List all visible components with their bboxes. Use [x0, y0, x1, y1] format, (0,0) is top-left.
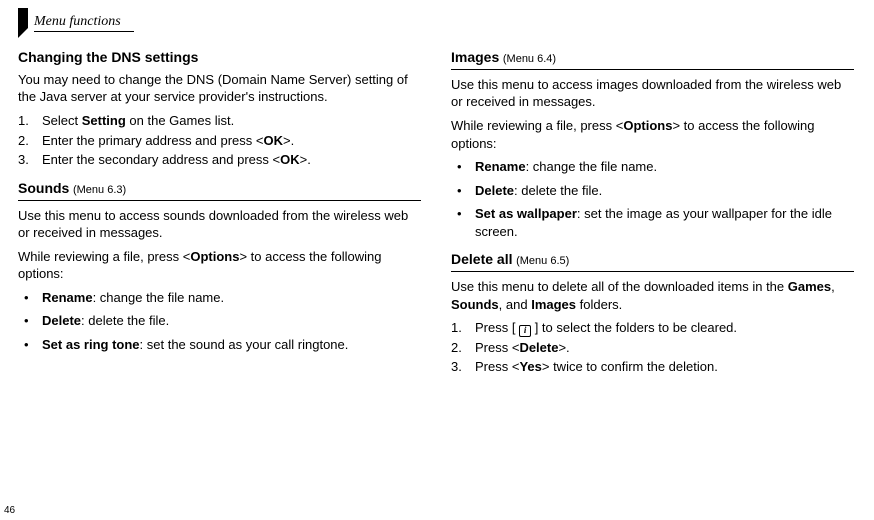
text: Press <: [475, 359, 519, 374]
dns-heading: Changing the DNS settings: [18, 48, 421, 67]
text: : delete the file.: [514, 183, 602, 198]
list-item: Press [ i ] to select the folders to be …: [451, 319, 854, 337]
images-menu-ref: (Menu 6.4): [503, 53, 556, 65]
sounds-options-intro: While reviewing a file, press <Options> …: [18, 248, 421, 283]
bold-text: Games: [788, 279, 831, 294]
deleteall-steps: Press [ i ] to select the folders to be …: [451, 319, 854, 376]
text: Enter the primary address and press <: [42, 133, 263, 148]
text: ,: [831, 279, 835, 294]
bold-text: Rename: [475, 159, 526, 174]
text: : change the file name.: [93, 290, 225, 305]
list-item: Select Setting on the Games list.: [18, 112, 421, 130]
info-icon: i: [519, 325, 531, 337]
list-item: Set as wallpaper: set the image as your …: [451, 205, 854, 240]
dns-steps: Select Setting on the Games list. Enter …: [18, 112, 421, 169]
text: on the Games list.: [126, 113, 234, 128]
list-item: Press <Yes> twice to confirm the deletio…: [451, 358, 854, 376]
dns-intro: You may need to change the DNS (Domain N…: [18, 71, 421, 106]
deleteall-menu-ref: (Menu 6.5): [516, 255, 569, 267]
text: Use this menu to delete all of the downl…: [451, 279, 788, 294]
images-intro: Use this menu to access images downloade…: [451, 76, 854, 111]
bold-text: Set as wallpaper: [475, 206, 577, 221]
bold-text: Options: [623, 118, 672, 133]
content-columns: Changing the DNS settings You may need t…: [18, 48, 854, 382]
list-item: Enter the secondary address and press <O…: [18, 151, 421, 169]
images-heading: Images: [451, 49, 499, 65]
text: >.: [558, 340, 569, 355]
page-number: 46: [4, 505, 15, 516]
deleteall-heading: Delete all: [451, 251, 512, 267]
sounds-heading: Sounds: [18, 180, 69, 196]
list-item: Delete: delete the file.: [18, 312, 421, 330]
header-accent-bar: [18, 8, 28, 38]
list-item: Enter the primary address and press <OK>…: [18, 132, 421, 150]
text: While reviewing a file, press <: [451, 118, 623, 133]
page-header: Menu functions: [18, 8, 854, 38]
text: : change the file name.: [526, 159, 658, 174]
bold-text: OK: [280, 152, 300, 167]
list-item: Delete: delete the file.: [451, 182, 854, 200]
bold-text: Yes: [519, 359, 541, 374]
text: folders.: [576, 297, 622, 312]
text: Select: [42, 113, 82, 128]
sounds-heading-block: Sounds (Menu 6.3): [18, 179, 421, 201]
text: Enter the secondary address and press <: [42, 152, 280, 167]
text: >.: [300, 152, 311, 167]
bold-text: Rename: [42, 290, 93, 305]
right-column: Images (Menu 6.4) Use this menu to acces…: [451, 48, 854, 382]
deleteall-heading-block: Delete all (Menu 6.5): [451, 250, 854, 272]
sounds-menu-ref: (Menu 6.3): [73, 184, 126, 196]
left-column: Changing the DNS settings You may need t…: [18, 48, 421, 382]
text: While reviewing a file, press <: [18, 249, 190, 264]
images-options-intro: While reviewing a file, press <Options> …: [451, 117, 854, 152]
text: ] to select the folders to be cleared.: [531, 320, 737, 335]
sounds-options-list: Rename: change the file name. Delete: de…: [18, 289, 421, 354]
bold-text: Set as ring tone: [42, 337, 140, 352]
bold-text: Sounds: [451, 297, 499, 312]
bold-text: Setting: [82, 113, 126, 128]
deleteall-intro: Use this menu to delete all of the downl…: [451, 278, 854, 313]
bold-text: Options: [190, 249, 239, 264]
list-item: Press <Delete>.: [451, 339, 854, 357]
text: >.: [283, 133, 294, 148]
list-item: Set as ring tone: set the sound as your …: [18, 336, 421, 354]
text: : delete the file.: [81, 313, 169, 328]
bold-text: Delete: [519, 340, 558, 355]
bold-text: OK: [263, 133, 283, 148]
list-item: Rename: change the file name.: [18, 289, 421, 307]
sounds-intro: Use this menu to access sounds downloade…: [18, 207, 421, 242]
text: Press [: [475, 320, 519, 335]
header-title: Menu functions: [34, 14, 134, 32]
images-options-list: Rename: change the file name. Delete: de…: [451, 158, 854, 240]
text: Press <: [475, 340, 519, 355]
text: , and: [499, 297, 532, 312]
images-heading-block: Images (Menu 6.4): [451, 48, 854, 70]
bold-text: Delete: [42, 313, 81, 328]
text: > twice to confirm the deletion.: [542, 359, 718, 374]
bold-text: Images: [531, 297, 576, 312]
text: : set the sound as your call ringtone.: [140, 337, 349, 352]
bold-text: Delete: [475, 183, 514, 198]
list-item: Rename: change the file name.: [451, 158, 854, 176]
